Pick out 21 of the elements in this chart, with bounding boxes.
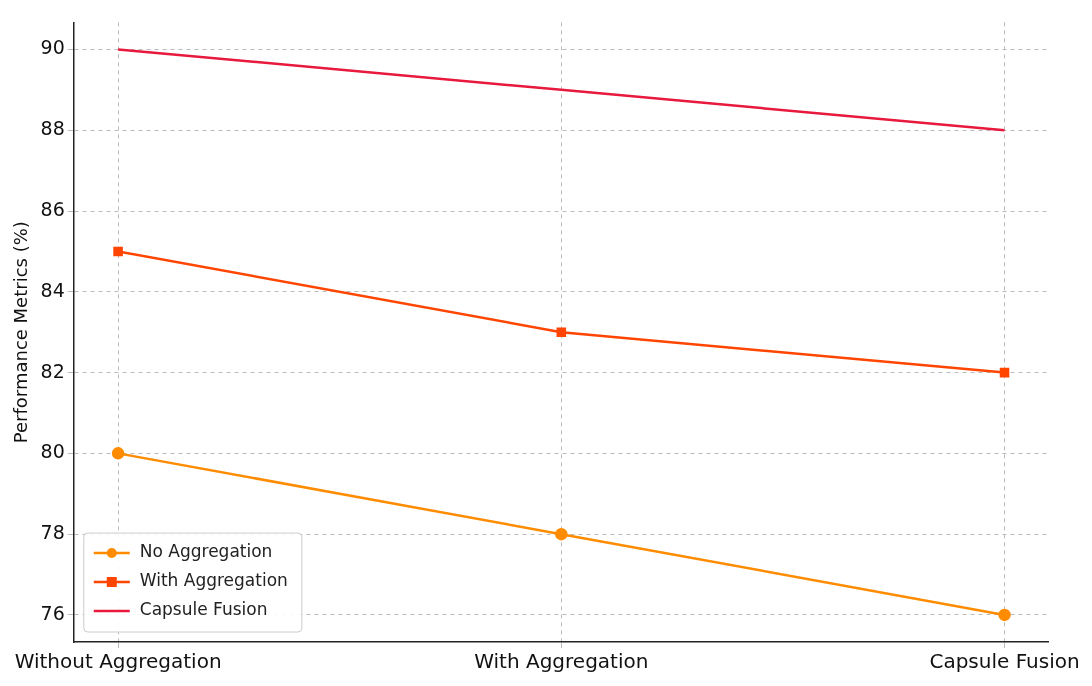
- point: [999, 367, 1010, 378]
- y-tick-label: 88: [40, 117, 65, 140]
- point: [113, 246, 123, 257]
- legend-label: Capsule Fusion: [139, 599, 268, 620]
- legend-label: With Aggregation: [139, 570, 288, 591]
- y-tick-label: 76: [40, 601, 65, 624]
- y-tick-label: 82: [40, 359, 65, 382]
- point: [998, 608, 1011, 622]
- y-tick-label: 78: [40, 521, 65, 544]
- x-tick-label: Without Aggregation: [14, 649, 222, 674]
- y-tick-label: 80: [40, 440, 65, 463]
- y-tick-label: 86: [40, 197, 65, 220]
- y-tick-label: 84: [40, 278, 65, 301]
- point: [555, 527, 568, 541]
- x-tick-label: With Aggregation: [474, 649, 649, 674]
- legend-label: No Aggregation: [139, 541, 273, 562]
- y-tick-label: 90: [40, 36, 65, 59]
- y-axis-title: Performance Metrics (%): [10, 221, 32, 444]
- point: [111, 447, 125, 460]
- point: [556, 327, 567, 337]
- x-tick-label: Capsule Fusion: [929, 649, 1080, 674]
